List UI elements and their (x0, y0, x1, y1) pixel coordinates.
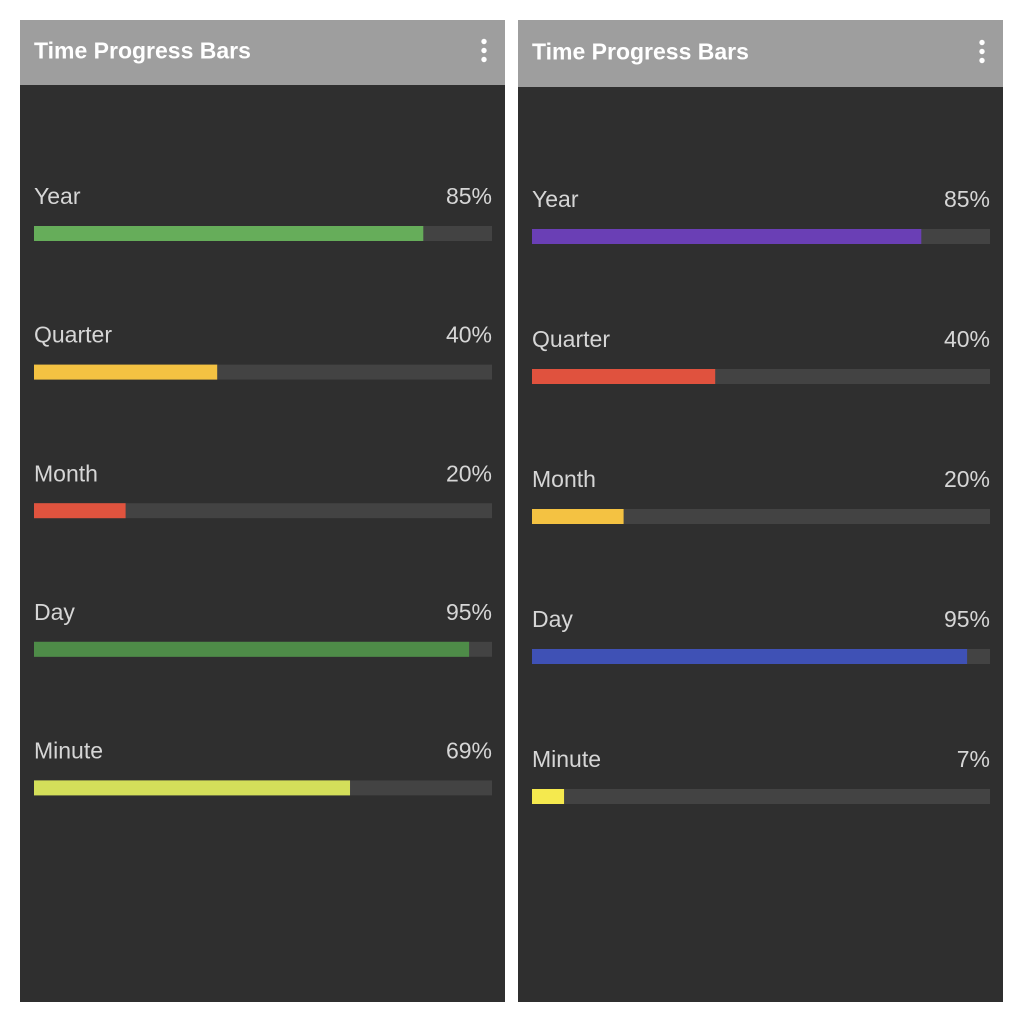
progress-row: Year 85% (532, 186, 990, 244)
menu-dot (979, 39, 985, 46)
progress-track (532, 789, 990, 804)
app-title: Time Progress Bars (34, 38, 251, 64)
progress-label: Quarter (532, 326, 610, 352)
progress-percent: 20% (944, 466, 990, 492)
progress-percent: 85% (446, 183, 492, 209)
overflow-menu[interactable] (979, 39, 985, 64)
overflow-menu[interactable] (481, 38, 487, 63)
progress-label: Month (532, 466, 596, 492)
progress-label: Minute (34, 737, 103, 763)
phone-screen: Time Progress Bars Year 85% Quarter 40% Month… (518, 20, 1003, 1002)
progress-percent: 95% (446, 599, 492, 625)
progress-row: Quarter 40% (532, 326, 990, 384)
menu-dot (481, 38, 487, 45)
progress-row: Day 95% (532, 606, 990, 664)
progress-percent: 7% (957, 746, 990, 772)
menu-dot (481, 56, 487, 63)
progress-row: Minute 69% (34, 737, 492, 796)
menu-dot (979, 57, 985, 64)
progress-fill (34, 780, 351, 796)
progress-row: Quarter 40% (34, 322, 492, 380)
progress-fill (34, 226, 424, 241)
progress-percent: 95% (944, 606, 990, 632)
progress-percent: 40% (944, 326, 990, 352)
progress-label: Year (34, 183, 81, 209)
menu-dot (979, 48, 985, 55)
progress-track (532, 509, 990, 524)
progress-fill (532, 649, 968, 664)
progress-fill (34, 503, 126, 519)
phone-screen: Time Progress Bars Year 85% Quarter 40% Month… (20, 20, 505, 1002)
progress-row: Month 20% (34, 460, 492, 519)
progress-percent: 85% (944, 186, 990, 212)
progress-percent: 40% (446, 322, 492, 348)
progress-label: Minute (532, 746, 601, 772)
progress-label: Day (34, 599, 75, 625)
progress-fill (34, 641, 470, 657)
progress-label: Year (532, 186, 579, 212)
progress-label: Quarter (34, 322, 112, 348)
progress-track (34, 503, 492, 519)
progress-row: Minute 7% (532, 746, 990, 804)
progress-row: Year 85% (34, 183, 492, 241)
progress-fill (34, 364, 218, 380)
app-bar (518, 20, 1003, 87)
progress-row: Day 95% (34, 599, 492, 657)
progress-percent: 69% (446, 737, 492, 763)
progress-fill (532, 789, 565, 804)
progress-row: Month 20% (532, 466, 990, 524)
progress-label: Month (34, 460, 98, 486)
app-bar (20, 20, 505, 85)
progress-fill (532, 509, 624, 524)
progress-fill (532, 369, 716, 384)
app-title: Time Progress Bars (532, 39, 749, 65)
progress-percent: 20% (446, 460, 492, 486)
progress-label: Day (532, 606, 573, 632)
menu-dot (481, 47, 487, 54)
progress-fill (532, 229, 922, 244)
